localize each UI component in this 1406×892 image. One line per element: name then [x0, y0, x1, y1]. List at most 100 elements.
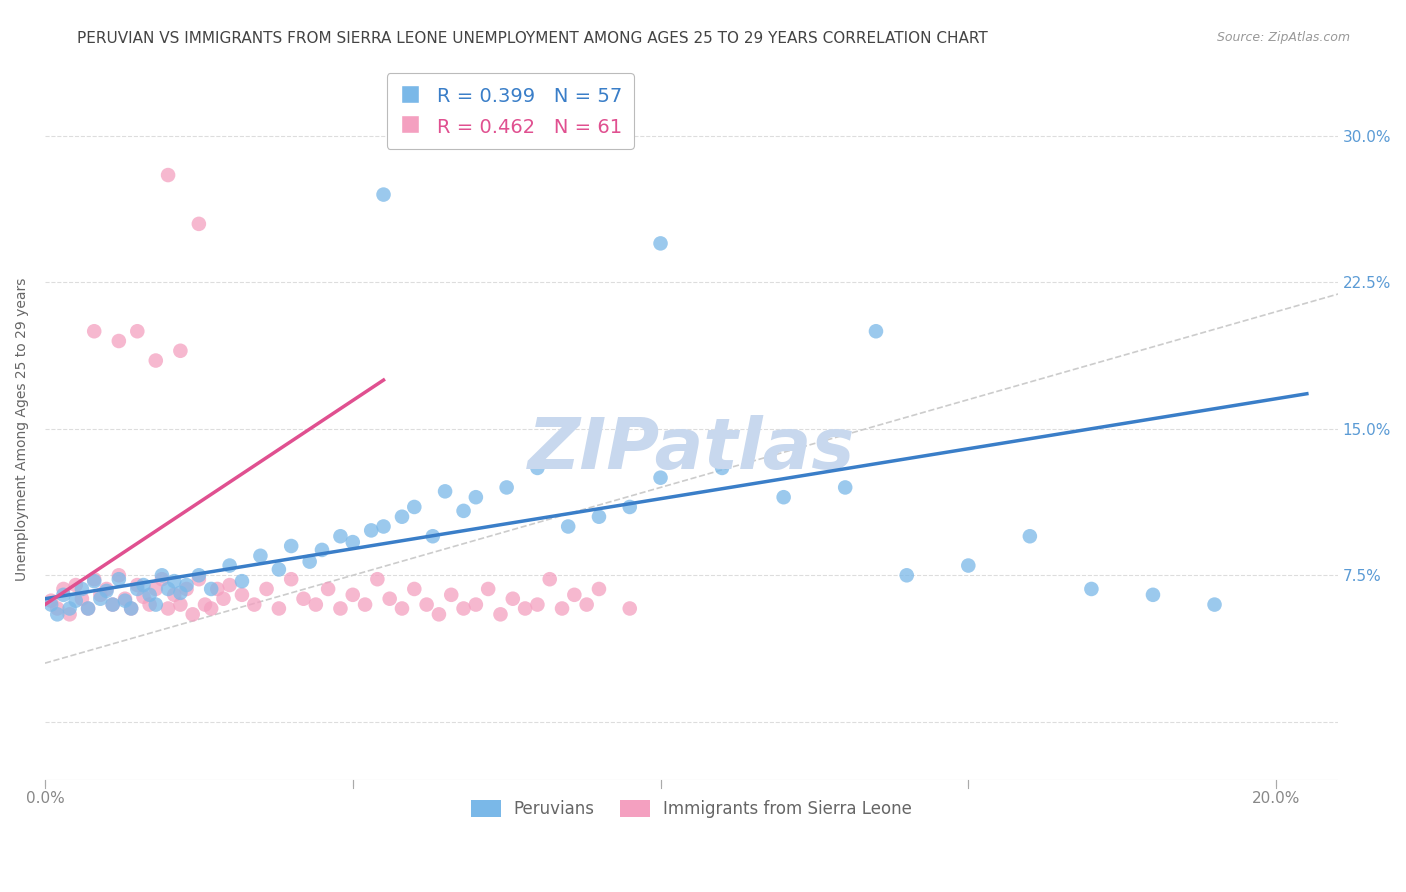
Point: [256, 582, 278, 596]
Point: [70, 582, 93, 596]
Point: [440, 588, 463, 602]
Point: [342, 588, 364, 602]
Point: [329, 601, 352, 615]
Point: [127, 582, 149, 596]
Point: [127, 324, 149, 338]
Point: [65, 593, 87, 607]
Point: [157, 168, 180, 182]
Point: [58, 601, 80, 615]
Point: [77, 601, 100, 615]
Point: [342, 535, 364, 549]
Point: [711, 461, 734, 475]
Point: [187, 568, 209, 582]
Point: [1080, 582, 1102, 596]
Point: [127, 578, 149, 592]
Point: [101, 598, 124, 612]
Point: [39, 598, 62, 612]
Point: [108, 572, 131, 586]
Point: [218, 558, 240, 573]
Point: [538, 572, 561, 586]
Point: [305, 598, 328, 612]
Point: [132, 590, 155, 604]
Point: [373, 519, 395, 533]
Point: [231, 574, 253, 589]
Point: [52, 588, 75, 602]
Point: [96, 582, 118, 596]
Point: [181, 607, 204, 622]
Text: PERUVIAN VS IMMIGRANTS FROM SIERRA LEONE UNEMPLOYMENT AMONG AGES 25 TO 29 YEARS : PERUVIAN VS IMMIGRANTS FROM SIERRA LEONE…: [77, 31, 988, 46]
Point: [360, 524, 382, 538]
Point: [52, 582, 75, 596]
Point: [145, 582, 167, 596]
Point: [231, 588, 253, 602]
Point: [391, 509, 413, 524]
Point: [157, 601, 180, 615]
Point: [176, 578, 198, 592]
Point: [464, 490, 486, 504]
Point: [1018, 529, 1040, 543]
Point: [557, 519, 579, 533]
Point: [163, 588, 186, 602]
Point: [489, 607, 512, 622]
Point: [89, 591, 111, 606]
Point: [200, 601, 222, 615]
Point: [427, 607, 450, 622]
Point: [108, 568, 131, 582]
Point: [354, 598, 377, 612]
Point: [65, 578, 87, 592]
Point: [772, 490, 794, 504]
Point: [132, 578, 155, 592]
Point: [373, 187, 395, 202]
Point: [243, 598, 266, 612]
Point: [513, 601, 536, 615]
Point: [176, 582, 198, 596]
Point: [1142, 588, 1164, 602]
Point: [187, 217, 209, 231]
Point: [138, 598, 160, 612]
Point: [1204, 598, 1226, 612]
Point: [249, 549, 271, 563]
Point: [316, 582, 339, 596]
Point: [453, 601, 475, 615]
Point: [114, 591, 136, 606]
Point: [70, 591, 93, 606]
Point: [150, 568, 173, 582]
Point: [477, 582, 499, 596]
Point: [404, 500, 426, 514]
Point: [218, 578, 240, 592]
Point: [619, 500, 641, 514]
Point: [96, 583, 118, 598]
Point: [108, 334, 131, 348]
Point: [77, 601, 100, 615]
Point: [83, 574, 105, 589]
Point: [619, 601, 641, 615]
Point: [89, 588, 111, 602]
Point: [212, 591, 235, 606]
Point: [575, 598, 598, 612]
Point: [138, 588, 160, 602]
Point: [311, 543, 333, 558]
Point: [120, 601, 142, 615]
Point: [453, 504, 475, 518]
Point: [495, 480, 517, 494]
Point: [267, 601, 290, 615]
Point: [391, 601, 413, 615]
Point: [650, 236, 672, 251]
Point: [163, 574, 186, 589]
Point: [896, 568, 918, 582]
Point: [464, 598, 486, 612]
Point: [169, 598, 191, 612]
Point: [101, 598, 124, 612]
Point: [169, 586, 191, 600]
Point: [83, 324, 105, 338]
Point: [834, 480, 856, 494]
Point: [280, 572, 302, 586]
Point: [280, 539, 302, 553]
Point: [378, 591, 401, 606]
Point: [194, 598, 217, 612]
Point: [434, 484, 457, 499]
Text: Source: ZipAtlas.com: Source: ZipAtlas.com: [1216, 31, 1350, 45]
Point: [551, 601, 574, 615]
Point: [588, 582, 610, 596]
Point: [526, 461, 548, 475]
